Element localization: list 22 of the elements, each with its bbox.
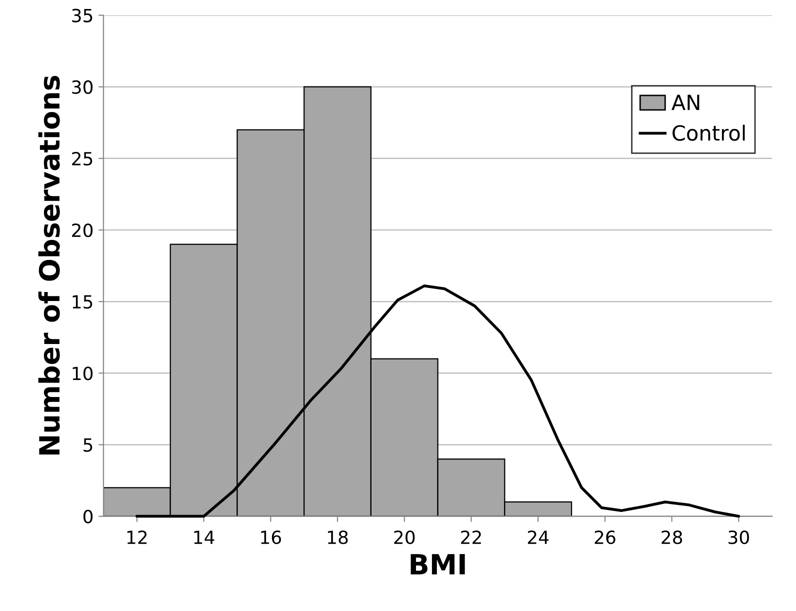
x-tick-label: 22	[461, 530, 481, 544]
y-tick-label: 20	[72, 223, 93, 238]
x-tick-label: 20	[394, 530, 415, 544]
x-tick-label: 18	[328, 530, 348, 544]
y-tick-label: 25	[72, 152, 92, 166]
x-tick-label: 26	[594, 530, 616, 544]
x-tick-label: 30	[728, 530, 749, 544]
y-tick-label: 10	[72, 366, 93, 380]
legend-label: Control	[672, 124, 745, 141]
x-tick-label: 28	[662, 530, 682, 544]
x-tick-label: 16	[261, 530, 281, 544]
x-tick-label: 24	[528, 530, 549, 544]
x-axis-title: BMI	[410, 554, 465, 574]
y-tick-label: 35	[72, 8, 92, 22]
y-tick-label: 0	[83, 510, 93, 524]
y-axis-title: Number of Observations	[38, 76, 60, 454]
y-tick-label: 5	[84, 438, 92, 452]
y-tick-label: 30	[72, 80, 93, 94]
x-tick-label: 12	[127, 530, 147, 544]
legend-label: AN	[672, 94, 700, 110]
x-tick-label: 14	[194, 530, 214, 544]
y-tick-label: 15	[72, 295, 92, 309]
